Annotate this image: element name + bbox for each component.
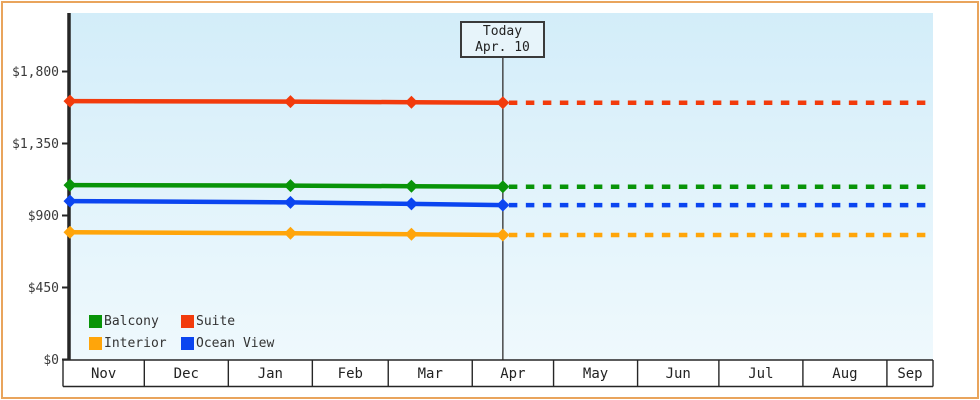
month-band <box>63 360 933 387</box>
legend-item-interior: Interior <box>89 335 181 351</box>
y-tick-label: $1,350 <box>12 137 59 152</box>
series-line-interior <box>69 230 503 238</box>
data-point-marker-interior[interactable] <box>283 226 297 240</box>
series-line-ocean-view <box>69 198 503 208</box>
month-label: Sep <box>897 366 922 382</box>
month-label: Jun <box>666 366 691 382</box>
today-marker-box: Today Apr. 10 <box>460 21 545 58</box>
y-tick-label: $0 <box>43 353 59 368</box>
month-label: Feb <box>338 366 363 382</box>
ocean-view-swatch-icon <box>181 336 194 350</box>
data-point-marker-balcony[interactable] <box>404 179 418 193</box>
data-point-marker-interior[interactable] <box>404 227 418 241</box>
data-point-marker-ocean-view[interactable] <box>63 194 77 208</box>
legend-label-interior: Interior <box>104 335 167 351</box>
legend-label-suite: Suite <box>196 313 236 329</box>
data-point-marker-balcony[interactable] <box>496 180 510 194</box>
data-point-marker-ocean-view[interactable] <box>496 198 510 212</box>
chart-legend: Balcony Suite Interior Ocean View <box>89 313 275 351</box>
month-label: May <box>583 366 608 382</box>
month-label: Nov <box>91 366 116 382</box>
y-tick-label: $900 <box>28 209 59 224</box>
data-point-marker-suite[interactable] <box>404 95 418 109</box>
suite-swatch-icon <box>181 314 194 328</box>
data-point-marker-balcony[interactable] <box>283 179 297 193</box>
y-tick-label: $1,800 <box>12 65 59 80</box>
data-point-marker-interior[interactable] <box>63 225 77 239</box>
today-date: Apr. 10 <box>475 39 530 55</box>
today-label: Today <box>482 23 523 39</box>
balcony-swatch-icon <box>89 314 102 328</box>
month-label: Mar <box>418 366 443 382</box>
data-point-marker-ocean-view[interactable] <box>404 197 418 211</box>
interior-swatch-icon <box>89 336 102 350</box>
data-point-marker-interior[interactable] <box>496 228 510 242</box>
data-point-marker-ocean-view[interactable] <box>283 195 297 209</box>
legend-item-suite: Suite <box>181 313 274 329</box>
month-label: Jan <box>258 366 283 382</box>
y-tick-label: $450 <box>28 281 59 296</box>
legend-item-ocean-view: Ocean View <box>181 335 275 351</box>
series-line-balcony <box>69 182 503 189</box>
month-label: Dec <box>174 366 199 382</box>
data-point-marker-suite[interactable] <box>283 95 297 109</box>
month-label: Aug <box>832 366 857 382</box>
month-label: Jul <box>748 366 773 382</box>
data-point-marker-balcony[interactable] <box>63 178 77 192</box>
legend-label-balcony: Balcony <box>104 313 159 329</box>
data-point-marker-suite[interactable] <box>496 96 510 110</box>
month-label: Apr <box>500 366 525 382</box>
legend-label-ocean-view: Ocean View <box>196 335 275 351</box>
legend-item-balcony: Balcony <box>89 313 181 329</box>
data-point-marker-suite[interactable] <box>63 94 77 108</box>
series-line-suite <box>69 98 503 105</box>
